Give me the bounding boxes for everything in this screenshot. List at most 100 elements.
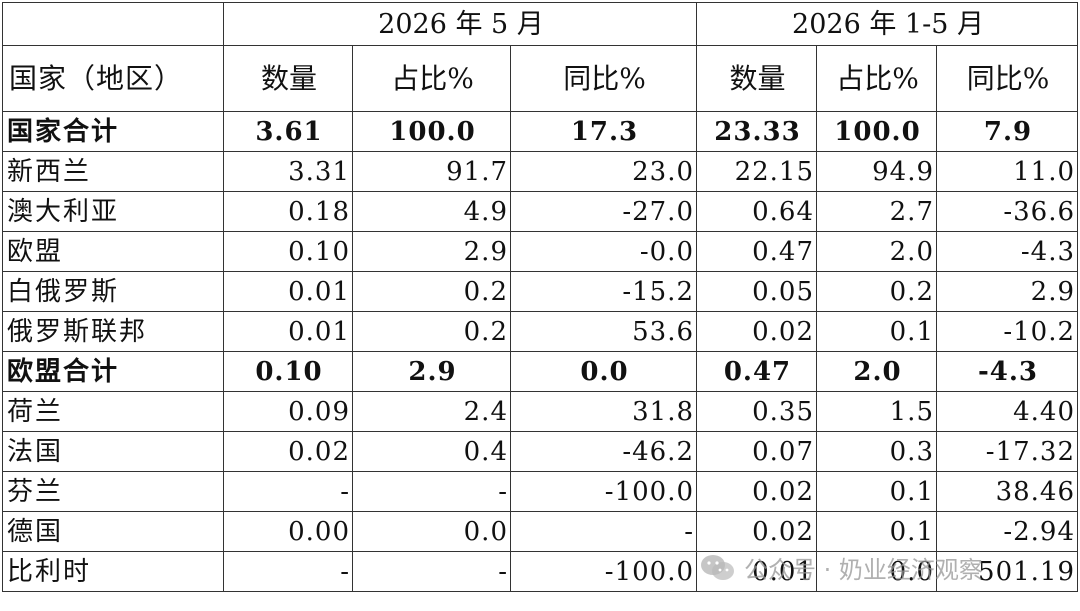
yoy-1-cell: 0.0 xyxy=(510,351,697,392)
share-1-cell: 0.2 xyxy=(352,271,511,312)
corner-cell xyxy=(2,2,224,46)
table-row: 法国 0.02 0.4 -46.2 0.07 0.3 -17.32 xyxy=(2,431,1079,472)
import-stats-table: 2026 年 5 月 2026 年 1-5 月 国家（地区） 数量 占比% 同比… xyxy=(2,2,1079,592)
share-1-cell: - xyxy=(352,471,511,512)
quantity-2-cell: 0.47 xyxy=(696,351,817,392)
region-name-cell: 新西兰 xyxy=(2,151,224,192)
yoy-2-cell: 501.19 xyxy=(935,551,1079,592)
column-header-row: 国家（地区） 数量 占比% 同比% 数量 占比% 同比% xyxy=(2,45,1079,112)
yoy-1-cell: -27.0 xyxy=(510,191,697,232)
share-1-header: 占比% xyxy=(352,45,511,112)
period-2-header: 2026 年 1-5 月 xyxy=(695,2,1079,46)
share-2-cell: 0.1 xyxy=(816,471,937,512)
table-row: 俄罗斯联邦 0.01 0.2 53.6 0.02 0.1 -10.2 xyxy=(2,311,1079,352)
yoy-2-cell: 2.9 xyxy=(935,271,1079,312)
table-row: 白俄罗斯 0.01 0.2 -15.2 0.05 0.2 2.9 xyxy=(2,271,1079,312)
quantity-1-cell: 0.10 xyxy=(223,351,353,392)
share-2-cell: 0.2 xyxy=(816,271,937,312)
quantity-2-cell: 0.35 xyxy=(696,391,817,432)
period-header-row: 2026 年 5 月 2026 年 1-5 月 xyxy=(2,2,1079,46)
share-1-cell: 2.4 xyxy=(352,391,511,432)
quantity-2-cell: 0.05 xyxy=(696,271,817,312)
share-2-cell: 1.5 xyxy=(816,391,937,432)
yoy-1-cell: - xyxy=(510,511,697,552)
region-name-cell: 澳大利亚 xyxy=(2,191,224,232)
table-total-row: 欧盟合计 0.10 2.9 0.0 0.47 2.0 -4.3 xyxy=(2,351,1079,392)
table-row: 新西兰 3.31 91.7 23.0 22.15 94.9 11.0 xyxy=(2,151,1079,192)
quantity-2-cell: 0.02 xyxy=(696,311,817,352)
yoy-2-cell: -36.6 xyxy=(935,191,1079,232)
region-name-cell: 比利时 xyxy=(2,551,224,592)
yoy-1-cell: -100.0 xyxy=(510,551,697,592)
quantity-1-cell: 0.01 xyxy=(223,271,353,312)
table-row: 芬兰 - - -100.0 0.02 0.1 38.46 xyxy=(2,471,1079,512)
region-name-cell: 白俄罗斯 xyxy=(2,271,224,312)
table-row: 荷兰 0.09 2.4 31.8 0.35 1.5 4.40 xyxy=(2,391,1079,432)
quantity-1-cell: - xyxy=(223,551,353,592)
share-1-cell: 91.7 xyxy=(352,151,511,192)
yoy-2-cell: -10.2 xyxy=(935,311,1079,352)
quantity-1-cell: 0.18 xyxy=(223,191,353,232)
region-name-cell: 法国 xyxy=(2,431,224,472)
share-2-cell: 0.1 xyxy=(816,511,937,552)
table-row: 澳大利亚 0.18 4.9 -27.0 0.64 2.7 -36.6 xyxy=(2,191,1079,232)
share-2-cell: 0.0 xyxy=(816,551,937,592)
yoy-2-cell: 38.46 xyxy=(935,471,1079,512)
share-2-cell: 100.0 xyxy=(816,111,937,152)
yoy-1-cell: 17.3 xyxy=(510,111,697,152)
quantity-2-header: 数量 xyxy=(696,45,817,112)
region-name-cell: 德国 xyxy=(2,511,224,552)
region-name-cell: 芬兰 xyxy=(2,471,224,512)
yoy-2-cell: -4.3 xyxy=(935,351,1079,392)
quantity-1-cell: 0.00 xyxy=(223,511,353,552)
table-total-row: 国家合计 3.61 100.0 17.3 23.33 100.0 7.9 xyxy=(2,111,1079,152)
quantity-2-cell: 22.15 xyxy=(696,151,817,192)
yoy-2-cell: 7.9 xyxy=(935,111,1079,152)
table-row: 德国 0.00 0.0-0.02 0.1 -2.94 xyxy=(2,511,1079,552)
yoy-1-header: 同比% xyxy=(510,45,697,112)
region-name-cell: 俄罗斯联邦 xyxy=(2,311,224,352)
yoy-1-cell: 23.0 xyxy=(510,151,697,192)
table-body: 国家合计 3.61 100.0 17.3 23.33 100.0 7.9 新西兰 3.31 91.… xyxy=(2,111,1079,592)
table-row: 比利时 - - -100.0 0.01 0.0 501.19 xyxy=(2,551,1079,592)
region-name-cell: 国家合计 xyxy=(2,111,224,152)
yoy-1-cell: -100.0 xyxy=(510,471,697,512)
share-2-cell: 0.3 xyxy=(816,431,937,472)
yoy-2-cell: 4.40 xyxy=(935,391,1079,432)
share-1-cell: 2.9 xyxy=(352,231,511,272)
share-1-cell: 0.2 xyxy=(352,311,511,352)
quantity-1-cell: 3.61 xyxy=(223,111,353,152)
share-1-cell: 0.0 xyxy=(352,511,511,552)
yoy-1-cell: 53.6 xyxy=(510,311,697,352)
quantity-1-cell: 0.10 xyxy=(223,231,353,272)
yoy-1-cell: 31.8 xyxy=(510,391,697,432)
quantity-1-cell: 0.09 xyxy=(223,391,353,432)
quantity-1-cell: 0.01 xyxy=(223,311,353,352)
quantity-1-cell: 3.31 xyxy=(223,151,353,192)
yoy-1-cell: -46.2 xyxy=(510,431,697,472)
quantity-2-cell: 0.07 xyxy=(696,431,817,472)
share-1-cell: 100.0 xyxy=(352,111,511,152)
yoy-2-cell: -2.94 xyxy=(935,511,1079,552)
quantity-1-header: 数量 xyxy=(223,45,353,112)
share-2-cell: 2.0 xyxy=(816,231,937,272)
share-1-cell: 4.9 xyxy=(352,191,511,232)
yoy-2-cell: 11.0 xyxy=(935,151,1079,192)
share-1-cell: 0.4 xyxy=(352,431,511,472)
yoy-2-cell: -4.3 xyxy=(935,231,1079,272)
yoy-2-cell: -17.32 xyxy=(935,431,1079,472)
yoy-1-cell: -15.2 xyxy=(510,271,697,312)
quantity-2-cell: 0.01 xyxy=(696,551,817,592)
yoy-2-header: 同比% xyxy=(935,45,1079,112)
quantity-2-cell: 0.02 xyxy=(696,511,817,552)
region-name-cell: 荷兰 xyxy=(2,391,224,432)
quantity-1-cell: 0.02 xyxy=(223,431,353,472)
quantity-2-cell: 0.64 xyxy=(696,191,817,232)
quantity-2-cell: 23.33 xyxy=(696,111,817,152)
share-2-header: 占比% xyxy=(816,45,937,112)
share-1-cell: - xyxy=(352,551,511,592)
region-column-header: 国家（地区） xyxy=(2,45,224,112)
table-row: 欧盟 0.10 2.9 -0.0 0.47 2.0 -4.3 xyxy=(2,231,1079,272)
region-name-cell: 欧盟合计 xyxy=(2,351,224,392)
share-2-cell: 94.9 xyxy=(816,151,937,192)
